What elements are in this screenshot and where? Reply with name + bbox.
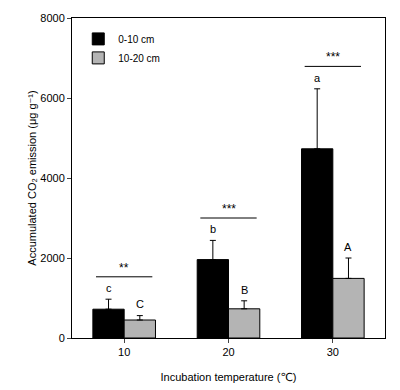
svg-text:20: 20 — [222, 346, 234, 358]
svg-text:4000: 4000 — [40, 172, 64, 184]
svg-text:a: a — [314, 72, 321, 84]
svg-text:2000: 2000 — [40, 252, 64, 264]
svg-text:0: 0 — [59, 332, 65, 344]
svg-text:C: C — [136, 298, 144, 310]
svg-text:b: b — [210, 223, 216, 235]
svg-text:B: B — [241, 284, 248, 296]
svg-text:**: ** — [119, 261, 129, 275]
svg-text:6000: 6000 — [40, 92, 64, 104]
svg-text:***: *** — [326, 50, 340, 64]
svg-text:10-20 cm: 10-20 cm — [118, 53, 160, 64]
svg-text:***: *** — [222, 202, 236, 216]
svg-text:A: A — [344, 241, 352, 253]
svg-text:10: 10 — [118, 346, 130, 358]
svg-text:c: c — [106, 282, 112, 294]
svg-text:Incubation temperature (℃): Incubation temperature (℃) — [161, 371, 297, 383]
svg-text:8000: 8000 — [40, 12, 64, 24]
svg-text:0-10 cm: 0-10 cm — [118, 34, 154, 45]
svg-text:Accumulated CO₂ emission (μg g: Accumulated CO₂ emission (μg g⁻¹) — [26, 90, 38, 265]
svg-text:30: 30 — [327, 346, 339, 358]
